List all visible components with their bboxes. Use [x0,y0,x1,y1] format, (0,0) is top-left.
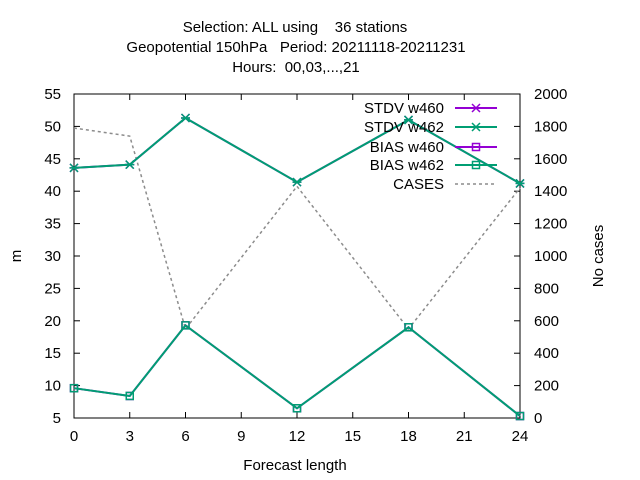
series-stdv-w460 [69,113,525,188]
x-axis-label: Forecast length [243,457,346,474]
x-tick-label: 12 [289,428,306,445]
data-point-bias-w462 [515,411,525,421]
series-line-stdv-w462 [73,116,521,185]
x-tick-label: 18 [400,428,417,445]
y-tick-label: 35 [44,216,61,233]
y2-tick-label: 0 [534,410,542,427]
data-point-stdv-w462 [515,178,525,188]
title-line-3: Hours: 00,03,...,21 [232,59,360,76]
x-tick-label: 24 [512,428,529,445]
y-tick-label: 50 [44,118,61,135]
data-point-bias-w462 [292,404,302,413]
legend-marker-stdv-w460 [471,103,481,113]
chart-title: Selection: ALL using 36 stations Geopote… [126,19,465,76]
legend-marker-stdv-w462 [471,122,481,132]
data-point-stdv-w462 [125,160,135,170]
series-line-cases [73,127,521,331]
plot-frame [73,93,521,419]
series-cases [73,127,521,331]
x-axis: 0 3 6 9 12 15 18 21 24 [70,94,529,445]
legend-label-bias-w462: BIAS w462 [370,157,444,174]
series-line-stdv-w460 [73,116,521,185]
y2-axis-label: No cases [590,225,607,288]
x-tick-label: 15 [344,428,361,445]
y2-tick-label: 800 [534,280,559,297]
y2-tick-label: 1600 [534,151,567,168]
x-tick-label: 0 [70,428,78,445]
y2-tick-label: 1200 [534,216,567,233]
x-tick-label: 21 [456,428,473,445]
y-tick-label: 5 [53,410,61,427]
series-layer [69,113,525,421]
title-line-1: Selection: ALL using 36 stations [183,19,408,36]
legend-label-stdv-w462: STDV w462 [364,119,444,136]
y2-tick-label: 200 [534,378,559,395]
y-tick-label: 20 [44,313,61,330]
series-line-bias-w460 [73,323,521,417]
y2-tick-label: 1800 [534,118,567,135]
data-point-bias-w462 [404,323,413,332]
legend-marker-bias-w460 [471,142,481,152]
title-line-2: Geopotential 150hPa Period: 20211118-202… [126,39,465,56]
y-tick-label: 45 [44,151,61,168]
legend-label-stdv-w460: STDV w460 [364,100,444,117]
series-line-bias-w462 [73,323,521,417]
y2-tick-label: 2000 [534,86,567,103]
legend-label-bias-w460: BIAS w460 [370,139,444,156]
y-tick-label: 55 [44,86,61,103]
y-tick-label: 25 [44,280,61,297]
data-point-stdv-w462 [69,163,79,173]
y-tick-label: 10 [44,378,61,395]
y2-tick-label: 400 [534,345,559,362]
data-point-bias-w462 [69,383,79,393]
data-point-bias-w462 [125,391,134,401]
data-point-stdv-w462 [403,115,414,125]
legend-marker-bias-w462 [471,160,481,170]
y-axis-label: m [8,250,25,263]
y2-tick-label: 600 [534,313,559,330]
y-tick-label: 15 [44,345,61,362]
series-stdv-w462 [69,113,525,188]
data-point-bias-w462 [181,321,190,330]
data-point-stdv-w462 [180,113,191,123]
y-tick-label: 30 [44,248,61,265]
data-point-stdv-w462 [292,177,302,187]
y2-axis: 0 200 400 600 800 1000 1200 1400 1600 1800 2000 [514,86,567,427]
y2-tick-label: 1400 [534,183,567,200]
y-tick-label: 40 [44,183,61,200]
y2-tick-label: 1000 [534,248,567,265]
y-axis: 5 10 15 20 25 30 35 40 45 50 55 [44,86,80,427]
x-tick-label: 6 [181,428,189,445]
x-tick-label: 9 [237,428,245,445]
x-tick-label: 3 [126,428,134,445]
series-bias-w462 [69,321,525,421]
legend-label-cases: CASES [393,176,444,193]
